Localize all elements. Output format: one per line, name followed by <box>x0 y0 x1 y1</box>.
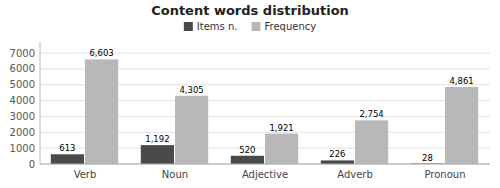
data-label: 28 <box>422 153 433 163</box>
data-labels: 613 1,192 520 226 28 6,603 4,305 1,921 2,754 4,86… <box>59 48 473 162</box>
x-tick-label: Pronoun <box>425 169 466 180</box>
data-label: 2,754 <box>359 109 383 119</box>
x-tick-label: Adverb <box>337 169 373 180</box>
y-tick-label: 3000 <box>10 111 35 122</box>
bar <box>231 156 264 164</box>
data-label: 4,861 <box>449 76 473 86</box>
bar <box>355 120 388 164</box>
data-label: 4,305 <box>179 85 203 95</box>
bar <box>445 87 478 164</box>
data-label: 226 <box>329 149 345 159</box>
x-tick-label: Verb <box>74 169 97 180</box>
grid-line <box>40 164 490 165</box>
legend-label: Items n. <box>197 21 238 32</box>
y-axis: 0 1000 2000 3000 4000 5000 6000 7000 <box>10 48 490 170</box>
legend-label: Frequency <box>265 21 317 32</box>
y-axis-line <box>40 42 41 164</box>
y-tick-label: 0 <box>29 159 35 170</box>
title: Content words distribution <box>151 3 349 18</box>
bar <box>175 96 208 164</box>
x-tick-label: Noun <box>162 169 188 180</box>
x-axis: Verb Noun Adjective Adverb Pronoun <box>74 169 466 180</box>
x-tick-label: Adjective <box>242 169 288 180</box>
x-axis-line <box>40 164 490 165</box>
chart: Content words distribution 0 1000 2000 3000 4… <box>0 0 500 188</box>
y-tick-label: 6000 <box>10 63 35 74</box>
data-label: 1,192 <box>145 134 169 144</box>
bars <box>51 59 478 164</box>
data-label: 1,921 <box>269 123 293 133</box>
bar <box>321 160 354 164</box>
legend-swatch <box>252 22 261 31</box>
bar <box>85 59 118 164</box>
legend-item: Items n. <box>184 21 238 32</box>
y-tick-label: 4000 <box>10 95 35 106</box>
bar <box>265 134 298 164</box>
y-tick-label: 2000 <box>10 127 35 138</box>
legend: Items n. Frequency <box>184 21 316 32</box>
bar <box>141 145 174 164</box>
data-label: 6,603 <box>89 48 113 58</box>
legend-swatch <box>184 22 193 31</box>
y-tick-label: 1000 <box>10 143 35 154</box>
bar <box>51 154 84 164</box>
data-label: 520 <box>239 145 255 155</box>
legend-item: Frequency <box>252 21 317 32</box>
y-tick-label: 7000 <box>10 48 35 59</box>
y-tick-label: 5000 <box>10 79 35 90</box>
data-label: 613 <box>59 143 75 153</box>
